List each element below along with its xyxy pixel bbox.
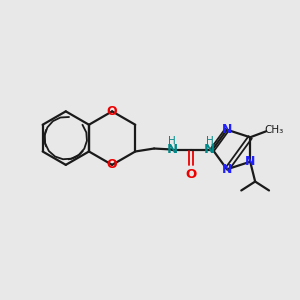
Text: N: N [167, 143, 178, 156]
Text: O: O [107, 105, 117, 118]
Text: O: O [185, 168, 196, 181]
Text: H: H [206, 136, 214, 146]
Text: CH₃: CH₃ [264, 125, 284, 135]
Text: O: O [107, 158, 117, 171]
Text: H: H [168, 136, 176, 146]
Text: N: N [204, 143, 215, 156]
Text: N: N [245, 155, 255, 168]
Text: N: N [222, 123, 232, 136]
Text: N: N [222, 163, 232, 176]
